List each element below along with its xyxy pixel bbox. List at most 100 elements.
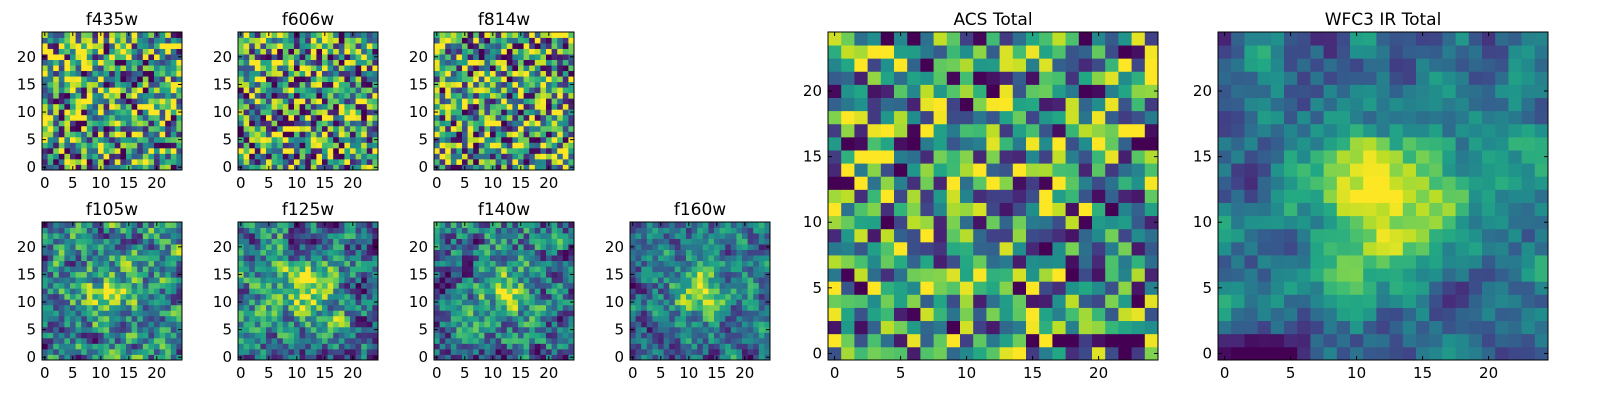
- heatmap-cell: [271, 65, 278, 72]
- heatmap-cell: [518, 37, 524, 44]
- heatmap-cell: [495, 32, 502, 38]
- axes-frame: [41, 221, 183, 361]
- heatmap-cell: [170, 277, 177, 284]
- heatmap-cell: [299, 354, 306, 361]
- heatmap-cell: [730, 255, 737, 262]
- heatmap-cell: [434, 70, 440, 77]
- heatmap-cell: [92, 354, 99, 361]
- heatmap-cell: [674, 354, 681, 361]
- heatmap-cell: [170, 249, 177, 256]
- heatmap-cell: [490, 59, 496, 66]
- heatmap-cell: [165, 343, 172, 350]
- heatmap-cell: [271, 98, 278, 105]
- heatmap-cell: [327, 315, 334, 322]
- heatmap-cell: [92, 65, 99, 72]
- heatmap-cell: [841, 163, 855, 177]
- heatmap-cell: [986, 307, 1000, 322]
- heatmap-cell: [316, 321, 323, 328]
- heatmap-cell: [445, 233, 452, 239]
- heatmap-cell: [730, 288, 737, 295]
- heatmap-cell: [53, 233, 60, 239]
- heatmap-cell: [473, 310, 480, 317]
- heatmap-cell: [512, 266, 519, 273]
- heatmap-cell: [999, 281, 1014, 295]
- heatmap-cell: [75, 43, 82, 49]
- heatmap-cell: [75, 315, 82, 322]
- heatmap-cell: [243, 131, 250, 138]
- heatmap-cell: [484, 315, 491, 322]
- heatmap-cell: [562, 277, 569, 284]
- heatmap-cell: [103, 255, 110, 262]
- heatmap-cell: [120, 249, 127, 256]
- heatmap-cell: [75, 142, 82, 149]
- heatmap-cell: [1052, 215, 1066, 230]
- heatmap-cell: [47, 288, 54, 295]
- heatmap-cell: [523, 348, 530, 355]
- heatmap-cell: [338, 277, 345, 284]
- heatmap-cell: [53, 266, 60, 273]
- heatmap-cell: [456, 343, 463, 350]
- heatmap-cell: [92, 147, 99, 154]
- heatmap-cell: [350, 249, 356, 256]
- heatmap-cell: [467, 114, 474, 121]
- heatmap-cell: [310, 266, 317, 273]
- heatmap-cell: [828, 294, 842, 308]
- heatmap-cell: [114, 54, 121, 60]
- heatmap-cell: [266, 321, 272, 328]
- heatmap-cell: [490, 310, 496, 317]
- heatmap-cell: [266, 288, 272, 295]
- heatmap-cell: [680, 315, 687, 322]
- heatmap-cell: [338, 109, 345, 116]
- heatmap-cell: [47, 43, 54, 49]
- heatmap-cell: [366, 260, 373, 267]
- heatmap-cell: [686, 343, 692, 350]
- heatmap-cell: [372, 59, 379, 66]
- heatmap-cell: [86, 109, 93, 116]
- heatmap-cell: [702, 222, 709, 228]
- heatmap-cell: [630, 310, 636, 317]
- heatmap-cell: [243, 354, 250, 361]
- heatmap-cell: [540, 354, 547, 361]
- heatmap-cell: [92, 293, 99, 300]
- heatmap-cell: [1052, 333, 1066, 348]
- heatmap-cell: [81, 293, 88, 300]
- heatmap-cell: [445, 249, 452, 256]
- heatmap-cell: [350, 59, 356, 66]
- heatmap-cell: [75, 59, 82, 66]
- heatmap-cell: [1065, 281, 1080, 295]
- heatmap-cell: [131, 222, 138, 228]
- heatmap-cell: [126, 227, 132, 234]
- heatmap-cell: [747, 260, 754, 267]
- heatmap-cell: [137, 227, 144, 234]
- heatmap-cell: [450, 125, 457, 132]
- heatmap-cell: [742, 277, 748, 284]
- heatmap-cell: [271, 43, 278, 49]
- heatmap-cell: [562, 54, 569, 60]
- heatmap-cell: [742, 348, 748, 355]
- heatmap-cell: [439, 260, 446, 267]
- heatmap-cell: [462, 271, 468, 278]
- heatmap-cell: [98, 321, 104, 328]
- heatmap-cell: [518, 153, 524, 160]
- heatmap-cell: [148, 354, 155, 361]
- heatmap-cell: [495, 337, 502, 344]
- heatmap-cell: [708, 354, 715, 361]
- heatmap-cell: [540, 158, 547, 165]
- heatmap-cell: [742, 321, 748, 328]
- heatmap-cell: [478, 103, 485, 110]
- heatmap-cell: [568, 332, 575, 339]
- heatmap-cell: [646, 260, 653, 267]
- heatmap-cell: [170, 158, 177, 165]
- heatmap-cell: [551, 54, 558, 60]
- heatmap-cell: [142, 233, 149, 239]
- heatmap-cell: [1012, 176, 1027, 190]
- heatmap-cell: [254, 299, 261, 306]
- heatmap-cell: [434, 233, 440, 239]
- heatmap-cell: [467, 315, 474, 322]
- heatmap-cell: [137, 114, 144, 121]
- heatmap-cell: [81, 158, 88, 165]
- heatmap-cell: [691, 354, 698, 361]
- heatmap-cell: [523, 147, 530, 154]
- heatmap-cell: [47, 343, 54, 350]
- heatmap-cell: [299, 43, 306, 49]
